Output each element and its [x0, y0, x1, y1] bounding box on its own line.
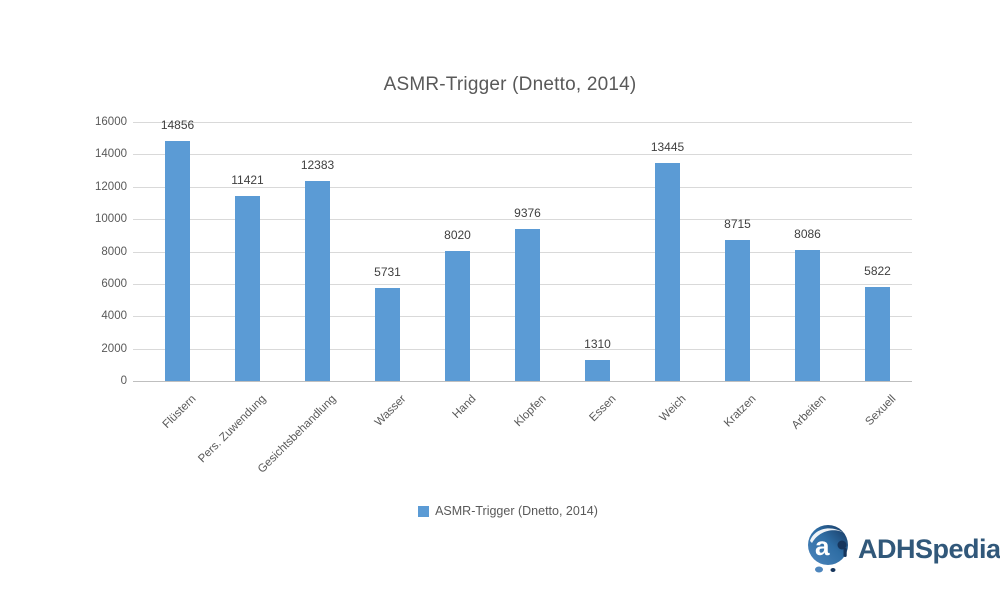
y-tick-label: 14000 [95, 148, 127, 160]
value-label: 8020 [444, 228, 471, 243]
y-tick-label: 10000 [95, 213, 127, 225]
y-tick-label: 16000 [95, 116, 127, 128]
x-category-label: Hand [450, 393, 478, 421]
value-label: 5731 [374, 265, 401, 280]
y-gridline [133, 187, 912, 188]
bar-Pers. Zuwendung [235, 196, 260, 381]
plot-area: 16000 14000 12000 10000 8000 6000 4000 2000 0 14… [95, 116, 912, 476]
svg-text:a: a [815, 531, 830, 561]
bar-Gesichtsbehandlung [305, 180, 330, 381]
y-tick-label: 12000 [95, 181, 127, 193]
legend-label: ASMR-Trigger (Dnetto, 2014) [435, 504, 598, 518]
bar-Wasser [375, 288, 400, 381]
value-label: 11421 [231, 173, 264, 188]
x-category-label: Gesichtsbehandlung [255, 393, 338, 476]
bar-Kratzen [725, 239, 750, 381]
y-tick-label: 0 [120, 375, 127, 387]
x-category-label: Pers. Zuwendung [195, 393, 268, 466]
value-label: 14856 [160, 117, 195, 132]
x-category-label: Wasser [372, 393, 408, 429]
bar-Weich [655, 163, 680, 381]
legend: ASMR-Trigger (Dnetto, 2014) [8, 504, 1000, 518]
y-gridline [133, 122, 912, 123]
value-label: 12383 [300, 157, 335, 172]
y-gridline [133, 154, 912, 155]
x-category-label: Klopfen [511, 393, 548, 430]
bar-Hand [445, 251, 470, 381]
x-category-label: Essen [586, 393, 618, 425]
y-tick-label: 2000 [101, 343, 127, 355]
y-tick-label: 4000 [101, 310, 127, 322]
bar-Essen [585, 359, 610, 381]
x-category-label: Kratzen [721, 393, 758, 430]
bar-Arbeiten [795, 250, 820, 381]
logo-text-rest: pedia [932, 533, 1000, 564]
x-category-label: Weich [657, 393, 688, 424]
x-category-label: Flüstern [160, 393, 198, 431]
value-label: 8086 [794, 227, 821, 242]
legend-swatch-icon [418, 505, 430, 517]
bar-Sexuell [865, 286, 890, 381]
x-axis-line [133, 381, 912, 382]
bar-Klopfen [515, 229, 540, 381]
value-label: 9376 [514, 206, 541, 221]
value-label: 5822 [864, 263, 891, 278]
bar-Flüstern [165, 140, 190, 381]
value-label: 8715 [724, 216, 751, 231]
chart-title: ASMR-Trigger (Dnetto, 2014) [383, 74, 637, 95]
logo-text-bold: ADHS [858, 533, 933, 564]
adhspedia-logo-icon: a [808, 525, 848, 573]
value-label: 1310 [584, 336, 611, 351]
y-gridline [133, 219, 912, 220]
adhspedia-logo-text: ADHSpedia® [858, 533, 1000, 564]
y-tick-label: 6000 [101, 278, 127, 290]
x-category-label: Arbeiten [789, 393, 828, 432]
x-category-label: Sexuell [862, 393, 898, 429]
adhspedia-logo: a ADHSpedia® [806, 523, 1000, 575]
value-label: 13445 [650, 140, 685, 155]
y-tick-label: 8000 [101, 246, 127, 258]
